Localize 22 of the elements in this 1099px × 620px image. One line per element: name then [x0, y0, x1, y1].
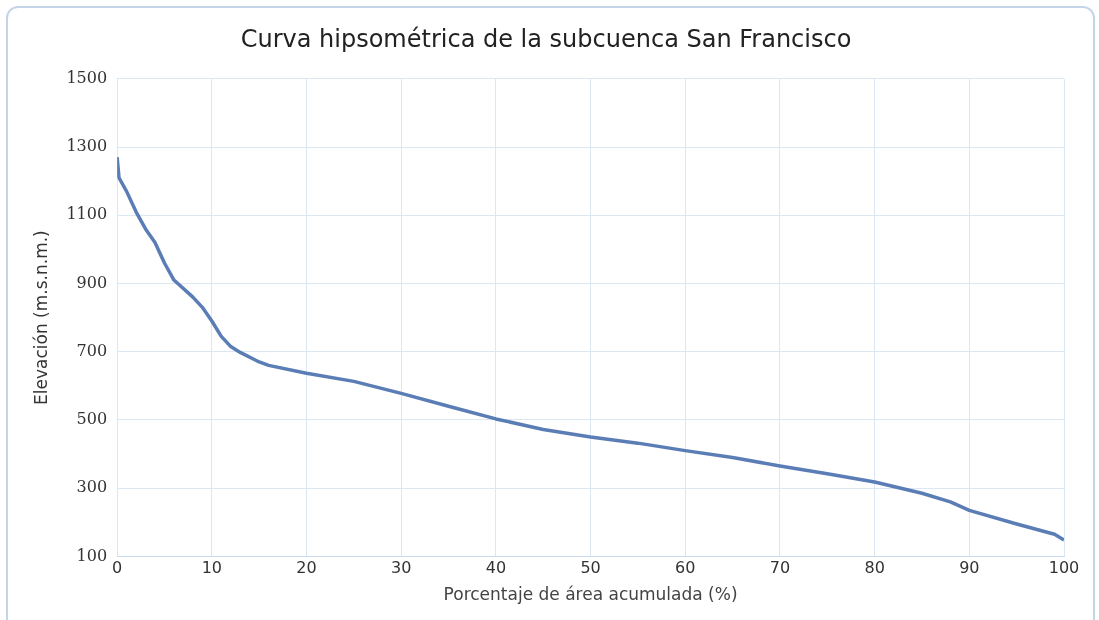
x-tick-label: 10 [201, 558, 222, 578]
x-tick-label: 20 [296, 558, 317, 578]
y-tick-label: 700 [76, 340, 108, 360]
x-tick-label: 50 [580, 558, 601, 578]
y-axis-title: Elevación (m.s.n.m.) [30, 230, 51, 405]
y-tick-label: 1500 [66, 67, 108, 87]
x-tick-label: 90 [959, 558, 980, 578]
y-tick-label: 500 [76, 409, 108, 429]
x-tick-label: 60 [675, 558, 696, 578]
x-tick-label: 0 [112, 558, 123, 578]
x-tick-label: 70 [769, 558, 791, 578]
x-tick-label: 30 [391, 558, 412, 578]
chart-title: Curva hipsométrica de la subcuenca San Francisco [240, 24, 852, 53]
x-tick-label: 80 [864, 558, 885, 578]
y-tick-label: 900 [76, 272, 108, 292]
y-tick-label: 1100 [66, 204, 108, 224]
y-tick-label: 300 [76, 477, 108, 497]
x-tick-label: 40 [485, 558, 507, 578]
y-tick-label: 100 [76, 545, 108, 565]
y-tick-label: 1300 [66, 136, 108, 156]
x-axis-title: Porcentaje de área acumulada (%) [443, 584, 738, 605]
x-tick-label: 100 [1048, 558, 1080, 578]
